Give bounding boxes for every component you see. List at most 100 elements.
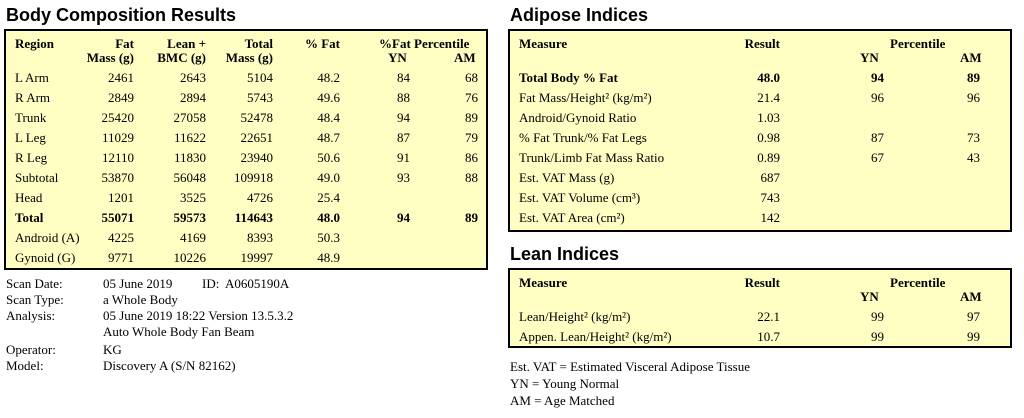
header-yn: YN — [860, 289, 879, 304]
table-row: Appen. Lean/Height² (kg/m²) 10.7 99 99 — [510, 328, 1010, 346]
cell-region: Trunk — [15, 110, 47, 125]
cell-result: 48.0 — [757, 70, 780, 85]
cell-percent-fat: 49.6 — [317, 90, 340, 105]
cell-total-mass: 19997 — [240, 250, 274, 265]
cell-yn: 99 — [871, 309, 884, 324]
body-composition-title: Body Composition Results — [6, 5, 237, 25]
model-value: Discovery A (S/N 82162) — [103, 358, 236, 373]
header-measure: Measure — [519, 275, 568, 290]
cell-am: 68 — [465, 70, 478, 85]
cell-fat-mass: 12110 — [101, 150, 134, 165]
cell-yn: 88 — [397, 90, 410, 105]
cell-lean-bmc: 59573 — [173, 210, 207, 225]
scan-type-label: Scan Type: — [6, 292, 64, 307]
cell-result: 1.03 — [757, 110, 780, 125]
cell-fat-mass: 53870 — [101, 170, 135, 185]
table-row: Total Body % Fat 48.0 94 89 — [510, 69, 1010, 87]
header-region: Region — [15, 36, 54, 51]
cell-fat-mass: 4225 — [108, 230, 134, 245]
scan-date-label: Scan Date: — [6, 276, 63, 291]
cell-yn: 96 — [871, 90, 884, 105]
lean-header: Measure Result Percentile YN AM — [510, 276, 1010, 306]
scan-type-value: a Whole Body — [103, 292, 178, 307]
adipose-header: Measure Result Percentile YN AM — [510, 37, 1010, 67]
header-lean-bmc: Lean + BMC (g) — [157, 36, 206, 65]
cell-lean-bmc: 2894 — [180, 90, 206, 105]
table-row: % Fat Trunk/% Fat Legs 0.98 87 73 — [510, 129, 1010, 147]
cell-yn: 87 — [397, 130, 410, 145]
cell-fat-mass: 2461 — [108, 70, 134, 85]
cell-region: Subtotal — [15, 170, 59, 185]
header-measure: Measure — [519, 36, 568, 51]
cell-fat-mass: 1201 — [108, 190, 134, 205]
cell-yn: 84 — [397, 70, 410, 85]
lean-indices-title: Lean Indices — [510, 244, 620, 264]
cell-measure: % Fat Trunk/% Fat Legs — [519, 130, 647, 145]
table-row: Lean/Height² (kg/m²) 22.1 99 97 — [510, 308, 1010, 326]
table-row: Trunk 25420 27058 52478 48.4 94 89 — [6, 109, 486, 127]
cell-am: 86 — [465, 150, 478, 165]
scan-info: Scan Date: 05 June 2019 ID: A0605190A Sc… — [6, 276, 496, 376]
cell-measure: Fat Mass/Height² (kg/m²) — [519, 90, 652, 105]
model-label: Model: — [6, 358, 44, 373]
cell-am: 89 — [967, 70, 980, 85]
analysis-value: 05 June 2019 18:22 Version 13.5.3.2 — [103, 308, 294, 323]
header-fat-mass: Fat Mass (g) — [86, 36, 134, 65]
cell-region: Android (A) — [15, 230, 80, 245]
cell-lean-bmc: 56048 — [173, 170, 207, 185]
operator-label: Operator: — [6, 342, 56, 357]
header-fat-percentile: %Fat Percentile — [379, 36, 470, 51]
id-value: A0605190A — [225, 276, 290, 291]
cell-result: 22.1 — [757, 309, 780, 324]
header-result: Result — [744, 36, 780, 51]
cell-yn: 94 — [397, 110, 410, 125]
cell-total-mass: 22651 — [240, 130, 274, 145]
table-row: L Arm 2461 2643 5104 48.2 84 68 — [6, 69, 486, 87]
cell-result: 0.98 — [757, 130, 780, 145]
cell-total-mass: 8393 — [247, 230, 273, 245]
cell-total-mass: 109918 — [234, 170, 273, 185]
cell-am: 73 — [967, 130, 980, 145]
cell-am: 89 — [465, 110, 478, 125]
cell-result: 142 — [760, 210, 781, 225]
cell-region: R Leg — [15, 150, 48, 165]
cell-region: R Arm — [15, 90, 51, 105]
cell-am: 79 — [465, 130, 478, 145]
cell-total-mass: 114643 — [234, 210, 273, 225]
cell-lean-bmc: 10226 — [173, 250, 207, 265]
cell-percent-fat: 49.0 — [317, 170, 340, 185]
adipose-indices-table: Measure Result Percentile YN AM Total Bo… — [508, 29, 1012, 232]
cell-result: 21.4 — [757, 90, 780, 105]
header-total-mass: Total Mass (g) — [225, 36, 273, 65]
table-row: Android/Gynoid Ratio 1.03 — [510, 109, 1010, 127]
table-row: Est. VAT Mass (g) 687 — [510, 169, 1010, 187]
id-label: ID: — [202, 276, 220, 291]
cell-percent-fat: 50.3 — [317, 230, 340, 245]
cell-total-mass: 52478 — [240, 110, 274, 125]
header-am: AM — [454, 50, 476, 65]
cell-yn: 99 — [871, 329, 884, 344]
cell-result: 10.7 — [757, 329, 780, 344]
table-row: Android (A) 4225 4169 8393 50.3 — [6, 229, 486, 247]
cell-total-mass: 5743 — [247, 90, 273, 105]
cell-fat-mass: 11029 — [101, 130, 134, 145]
cell-measure: Est. VAT Area (cm²) — [519, 210, 625, 225]
cell-yn: 67 — [871, 150, 884, 165]
cell-measure: Est. VAT Mass (g) — [519, 170, 615, 185]
lean-indices-table: Measure Result Percentile YN AM Lean/Hei… — [508, 268, 1012, 348]
table-row: Subtotal 53870 56048 109918 49.0 93 88 — [6, 169, 486, 187]
cell-fat-mass: 9771 — [108, 250, 134, 265]
header-percent-fat: % Fat — [304, 36, 340, 51]
body-composition-table: Region Fat Mass (g) Lean + BMC (g) Total… — [4, 29, 488, 270]
cell-measure: Lean/Height² (kg/m²) — [519, 309, 631, 324]
cell-yn: 87 — [871, 130, 884, 145]
header-yn: YN — [388, 50, 407, 65]
cell-percent-fat: 25.4 — [317, 190, 340, 205]
cell-percent-fat: 48.9 — [317, 250, 340, 265]
cell-lean-bmc: 2643 — [180, 70, 206, 85]
table-row: Est. VAT Volume (cm³) 743 — [510, 189, 1010, 207]
footnote-vat: Est. VAT = Estimated Visceral Adipose Ti… — [510, 359, 750, 374]
cell-percent-fat: 48.4 — [317, 110, 340, 125]
cell-fat-mass: 55071 — [101, 210, 135, 225]
footnotes: Est. VAT = Estimated Visceral Adipose Ti… — [510, 358, 750, 409]
